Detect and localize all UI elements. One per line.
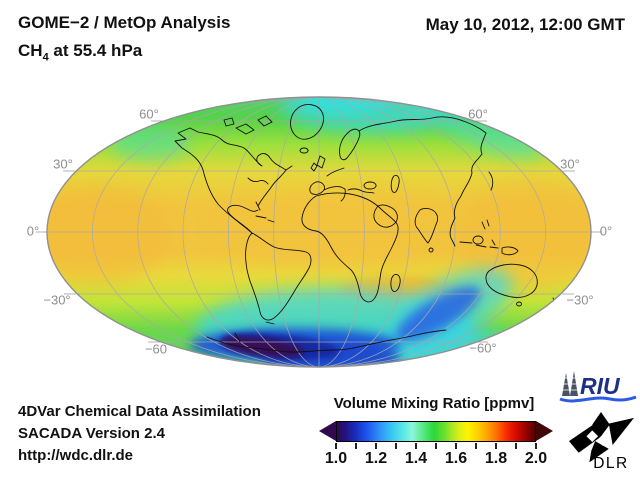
- colorbar-tick: [515, 443, 517, 449]
- colorbar-tick: [375, 443, 377, 449]
- colorbar-tick: [535, 443, 537, 449]
- riu-logo: RIU: [559, 371, 637, 403]
- lat-label-30n-right: 30°: [560, 156, 580, 172]
- lat-label-60s-right: −60°: [469, 340, 497, 356]
- timestamp-label: May 10, 2012, 12:00 GMT: [425, 15, 625, 34]
- page-subtitle: CH4 at 55.4 hPa: [18, 41, 142, 63]
- lat-label-0-right: 0°: [599, 223, 613, 239]
- colorbar-label-1.6: 1.6: [444, 450, 468, 467]
- colorbar-tick: [455, 443, 457, 449]
- graticule-ticks: [36, 120, 602, 343]
- riu-wave-icon: [559, 395, 637, 403]
- dlr-text: DLR: [593, 455, 628, 472]
- lat-label-30s-right: −30°: [566, 292, 594, 308]
- colorbar-left-arrow: [319, 421, 336, 441]
- colorbar-tick: [495, 443, 497, 449]
- map-outline: [46, 96, 592, 368]
- colorbar-tick: [415, 443, 417, 449]
- riu-text: RIU: [580, 373, 621, 399]
- page-title: GOME−2 / MetOp Analysis: [18, 13, 231, 32]
- colorbar-tick: [335, 443, 337, 449]
- lat-label-0-left: 0°: [26, 223, 40, 239]
- chemical-formula-base: CH: [18, 41, 43, 60]
- colorbar-label-1.8: 1.8: [484, 450, 508, 467]
- coastlines: [174, 104, 562, 353]
- mixing-ratio-field: [47, 97, 591, 367]
- colorbar-tick: [475, 443, 477, 449]
- lat-label-60s-left: −60: [144, 341, 168, 357]
- footer-version-label: SACADA Version 2.4: [18, 425, 165, 442]
- chemical-formula-subscript: 4: [42, 51, 49, 64]
- cologne-cathedral-icon: [562, 371, 578, 396]
- colorbar-label-1.0: 1.0: [324, 450, 348, 467]
- pressure-level-text: at 55.4 hPa: [48, 41, 143, 60]
- lat-label-60n-left: 60°: [139, 106, 159, 122]
- lat-label-60n-right: 60°: [468, 106, 488, 122]
- dlr-star-icon: [569, 412, 634, 463]
- footer-url-label: http://wdc.dlr.de: [18, 447, 133, 464]
- colorbar-label-1.4: 1.4: [404, 450, 428, 467]
- lat-label-30n-left: 30°: [53, 156, 73, 172]
- colorbar-label-2.0: 2.0: [524, 450, 548, 467]
- footer-assimilation-label: 4DVar Chemical Data Assimilation: [18, 403, 261, 420]
- colorbar-title: Volume Mixing Ratio [ppmv]: [333, 395, 535, 412]
- dlr-logo: DLR: [569, 412, 634, 472]
- colorbar-tick: [435, 443, 437, 449]
- colorbar-tick: [355, 443, 357, 449]
- lat-label-30s-left: −30°: [43, 292, 71, 308]
- colorbar-tick: [395, 443, 397, 449]
- colorbar-gradient: [336, 421, 536, 442]
- colorbar-label-1.2: 1.2: [364, 450, 388, 467]
- colorbar-right-arrow: [536, 421, 553, 441]
